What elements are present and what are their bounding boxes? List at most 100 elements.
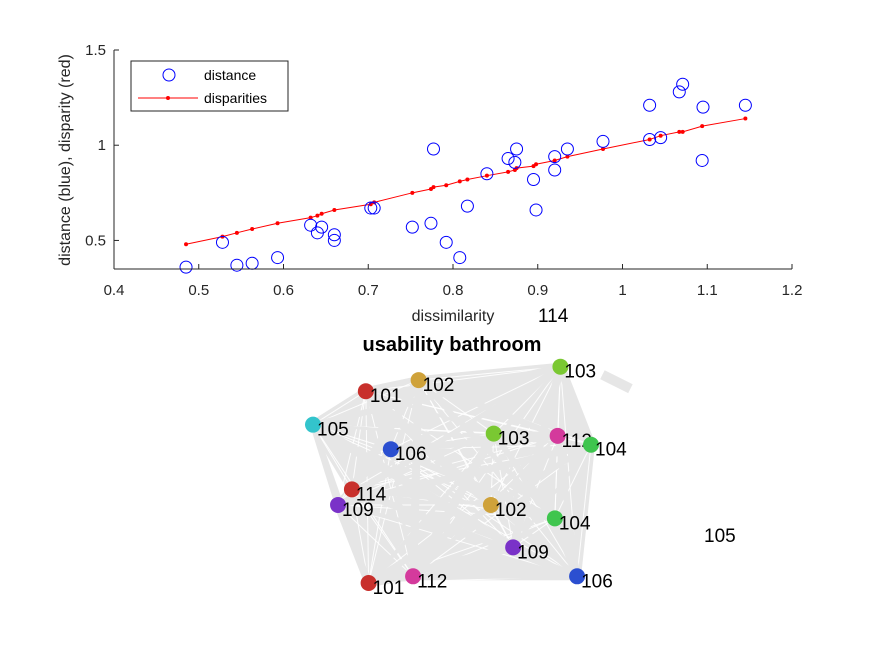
network-edge [387,445,559,522]
legend-distance-marker [162,68,176,82]
distance-point [696,100,710,114]
distance-point [327,228,341,242]
network-node-label: 103 [498,429,530,450]
network-node-label: 102 [423,375,455,396]
disparities-point [484,173,489,178]
network-node [482,496,499,513]
network-edge [336,502,516,550]
disparities-point [184,242,189,247]
distance-point [508,155,522,169]
network-node-label: 109 [342,500,374,521]
network-edge [555,362,596,450]
distance-point [453,251,467,265]
distance-point [460,199,474,213]
distance-point [738,98,752,112]
network-node-label: 114 [356,484,387,505]
disparities-point [658,133,663,138]
distance-point [405,220,419,234]
network-node [583,436,599,453]
distance-point [327,233,341,247]
network-edge [389,447,415,578]
network-edge-gap [418,379,494,434]
network-node-label: 104 [559,513,591,534]
network-node [485,425,502,442]
distance-point [304,218,318,232]
x-tick-label: 1 [618,282,626,299]
disparities-point [308,215,313,220]
distance-point [529,203,543,217]
distance-point [424,216,438,230]
x-axis-label: dissimilarity [412,308,495,325]
disparities-point [234,230,239,235]
network-node-label: 104 [595,440,627,461]
legend-box [130,60,289,112]
distance-point [315,220,329,234]
x-tick-label: 0.9 [527,282,548,299]
network-node-label: 103 [564,362,596,383]
network-edge-gap [576,444,592,577]
network-node [357,383,374,400]
legend-disparities-marker [166,96,170,100]
network-title: usability bathroom [363,334,542,356]
y-tick-label: 0.5 [85,232,106,249]
network-node-label: 101 [373,578,405,599]
extra-label-114: 114 [538,306,569,327]
network-node [569,568,586,585]
network-node [405,568,422,585]
disparities-point [319,211,324,216]
distance-point [480,167,494,181]
x-tick-label: 0.6 [273,282,294,299]
x-tick-label: 0.4 [104,282,125,299]
y-tick-label: 1.5 [85,42,106,59]
network-edge [408,429,499,581]
distance-point [695,153,709,167]
network-edge [411,502,493,579]
extra-label-105: 105 [704,526,736,547]
distance-point [439,235,453,249]
network-node [549,427,566,444]
disparities-point [250,227,255,232]
scatter-plot: 0.4 0.5 0.6 0.7 0.8 0.9 1 1.1 1.2 0.5 1 1.5 dissim… [57,42,802,325]
disparities-point [534,162,539,167]
disparities-point [552,158,557,163]
disparities-point [677,129,682,134]
disparities-point [275,221,280,226]
network-edge [550,514,582,581]
disparities-point [647,137,652,142]
distance-point [676,77,690,91]
network-node [382,441,399,458]
network-node-label: 106 [581,571,613,592]
distance-point [501,152,515,166]
network-edge [364,378,421,393]
network-node-label: 101 [370,386,402,407]
distance-point [245,256,259,270]
y-tick-label: 1 [98,137,106,154]
network-edge [554,432,581,580]
network-graph: usability bathroom 103 102 101 105 103 112 104… [305,334,633,599]
network-edge-gap [418,379,578,577]
distance-point [560,142,574,156]
network-edge-gap [418,366,561,381]
disparities-point [431,185,436,190]
network-edge [364,389,496,436]
network-node-label: 112 [417,571,447,592]
disparities-point [368,202,373,207]
network-node [552,358,569,375]
network-edge [415,377,561,439]
network-edge [348,485,581,580]
disparities-point [565,154,570,159]
distance-point [596,134,610,148]
network-node [410,372,427,389]
network-edge [349,487,493,507]
network-edge-gap [351,391,367,490]
network-node [546,510,563,527]
scatter-data-layer [179,77,752,274]
network-edge-stub [600,370,633,394]
distance-point [672,85,686,99]
disparities-point [315,213,320,218]
disparities-point [700,124,705,129]
distance-point [367,201,381,215]
disparities-point [444,183,449,188]
